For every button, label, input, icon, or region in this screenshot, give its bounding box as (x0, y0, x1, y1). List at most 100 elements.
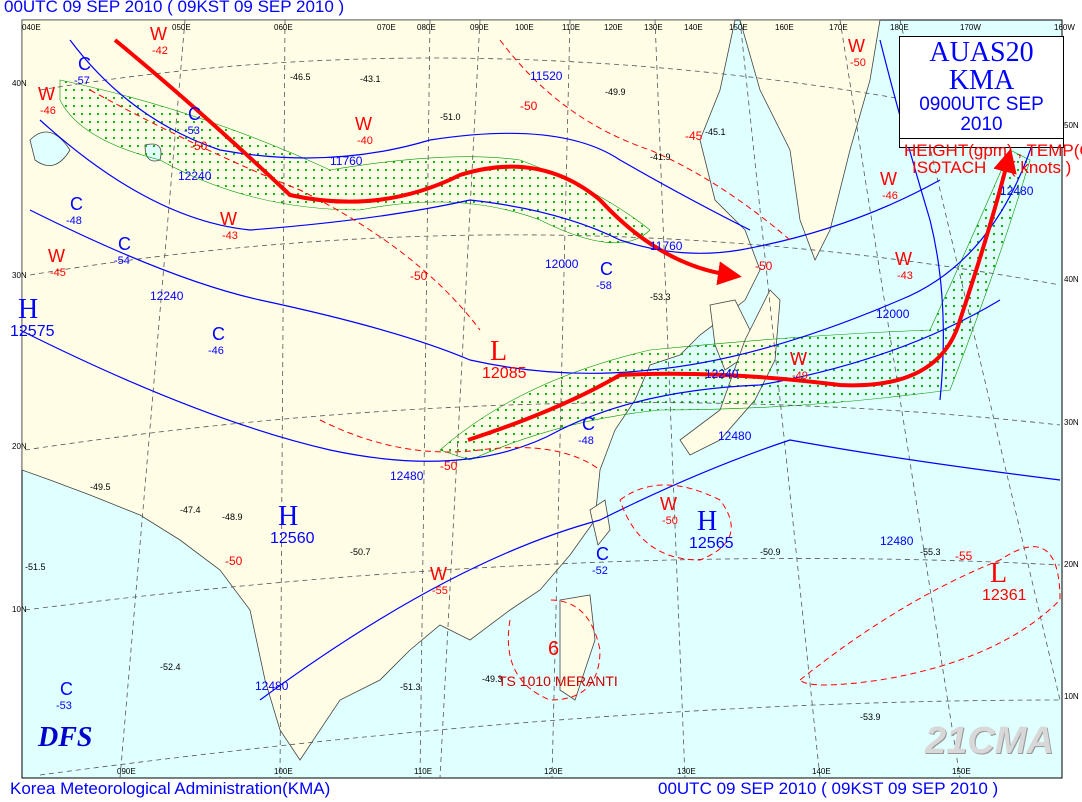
cold-center-value: -54 (114, 255, 130, 267)
cold-center-value: -52 (592, 565, 608, 577)
header-title: 00UTC 09 SEP 2010 ( 09KST 09 SEP 2010 ) (4, 0, 345, 16)
lon-label: 090E (470, 23, 489, 32)
height-contour-label: 12000 (545, 257, 579, 271)
center-value: 12560 (270, 530, 315, 547)
station-plot: -55.3 (920, 547, 941, 557)
warm-center-value: -43 (897, 270, 913, 282)
lon-label: 120E (604, 23, 623, 32)
lat-label: 10N (1064, 692, 1079, 701)
lon-label: 150E (729, 23, 748, 32)
station-plot: -46.5 (290, 72, 311, 82)
station-plot: -47.4 (180, 505, 201, 515)
lat-lon-grid (24, 19, 1061, 779)
station-plot: -52.4 (160, 662, 181, 672)
isotach-unit: ( knots ) (1009, 158, 1072, 177)
temp-contour-label: -50 (520, 99, 538, 113)
lon-label: 160E (775, 23, 794, 32)
station-plot: -49.3 (482, 674, 503, 684)
station-plot: -43.1 (360, 74, 381, 84)
cold-center-value: -48 (66, 215, 82, 227)
valid-time: 0900UTC SEP 2010 (919, 94, 1044, 135)
temp-contours (89, 39, 1061, 701)
warm-center-icon: W (38, 84, 55, 104)
warm-center-icon: W (880, 169, 897, 189)
typhoon-label: TS 1010 MERANTI (498, 673, 618, 689)
high-center: H (697, 506, 717, 537)
height-contour-label: 11760 (330, 154, 363, 168)
jet-stream-south (467, 148, 1017, 442)
lat-label: 40N (12, 79, 27, 88)
temp-contour-label: -55 (955, 549, 973, 563)
lat-label: 10N (12, 605, 27, 614)
lon-label: 110E (414, 767, 432, 776)
cold-center-value: -53 (184, 125, 200, 137)
height-contour-label: 12240 (150, 289, 184, 303)
lon-label: 170W (960, 23, 981, 32)
warm-center-icon: W (48, 246, 65, 266)
temp-contour-label: -50 (755, 259, 773, 273)
lon-label: 130E (677, 767, 696, 776)
lat-label: 20N (12, 442, 27, 451)
height-contour-label: 11760 (650, 239, 683, 253)
height-contour-label: 12480 (255, 679, 289, 693)
fields-label: HEIGHT(gpm) , TEMP(C) (904, 141, 1082, 160)
temp-contour-label: -50 (410, 269, 428, 283)
lon-label: 160W (1054, 23, 1075, 32)
warm-center-icon: W (150, 24, 167, 44)
lon-label: 120E (544, 767, 563, 776)
station-plot: -49.5 (90, 482, 111, 492)
height-contour-label: 12240 (705, 367, 739, 381)
jet-stream-north (113, 38, 742, 286)
warm-center-value: -45 (50, 267, 66, 279)
lon-label: 170E (829, 23, 848, 32)
station-plot: -51.5 (25, 562, 46, 572)
station-plot: -41.9 (650, 152, 671, 162)
lon-label: 070E (377, 23, 396, 32)
temp-contour-label: -50 (190, 139, 208, 153)
product-id: AUAS20 KMA (929, 37, 1034, 96)
temp-contour-label: -50 (440, 459, 458, 473)
watermark: 21CMA (925, 720, 1054, 762)
station-plot: -48.9 (222, 512, 243, 522)
center-value: 12361 (982, 587, 1027, 604)
center-value: 12085 (482, 365, 527, 382)
station-plot: -50.7 (350, 547, 371, 557)
height-contour-label: 12480 (718, 429, 752, 443)
cold-center-icon: C (118, 234, 131, 254)
cold-center-icon: C (70, 194, 83, 214)
lon-label: 100E (274, 767, 293, 776)
height-contour-label: 11520 (530, 69, 563, 83)
temp-contour-label: -45 (685, 129, 703, 143)
warm-center-value: -46 (882, 190, 898, 202)
cold-center-icon: C (596, 544, 609, 564)
station-plot: -53.3 (650, 292, 671, 302)
high-center: H (18, 294, 38, 325)
lat-label: 20N (1064, 560, 1079, 569)
warm-center-icon: W (848, 36, 865, 56)
cold-center-icon: C (212, 324, 225, 344)
cold-center-value: -48 (578, 435, 594, 447)
station-plot: -45.1 (705, 127, 726, 137)
station-plot: -51.0 (440, 112, 461, 122)
lon-label: 060E (274, 23, 293, 32)
lat-label: 30N (12, 271, 27, 280)
lon-label: 150E (952, 767, 971, 776)
center-value: 12575 (10, 323, 55, 340)
cold-center-icon: C (600, 259, 613, 279)
warm-center-value: -50 (662, 515, 678, 527)
height-contour-label: 12480 (390, 469, 424, 483)
temp-contour-label: -50 (225, 554, 243, 568)
warm-center-icon: W (660, 494, 677, 514)
low-center: L (490, 336, 507, 367)
warm-center-value: -49 (792, 370, 808, 382)
height-contour-label: 12240 (178, 169, 212, 183)
lat-label: 30N (1064, 418, 1079, 427)
footer-agency: Korea Meteorological Administration(KMA) (10, 779, 331, 798)
station-plot: -53.9 (860, 712, 881, 722)
lon-label: 050E (172, 23, 191, 32)
cold-center-icon: C (60, 679, 73, 699)
lon-label: 040E (22, 23, 41, 32)
warm-center-value: -50 (850, 57, 866, 69)
height-contour-label: 12480 (880, 534, 914, 548)
warm-center-value: -40 (357, 135, 373, 147)
